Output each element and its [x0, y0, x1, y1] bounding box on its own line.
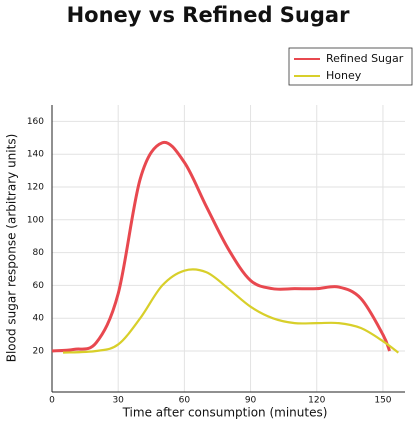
series-line [62, 268, 400, 354]
y-tick-label: 120 [27, 183, 44, 193]
x-tick-label: 0 [49, 396, 55, 406]
x-axis-label: Time after consumption (minutes) [122, 406, 328, 420]
y-tick-label: 40 [33, 314, 45, 324]
x-tick-label: 60 [179, 396, 191, 406]
y-tick-label: 20 [33, 347, 45, 357]
y-axis-label: Blood sugar response (arbitrary units) [5, 134, 19, 363]
series-line [51, 140, 391, 353]
x-tick-label: 30 [112, 396, 124, 406]
legend-label: Honey [326, 69, 362, 82]
legend-box [288, 47, 413, 86]
y-tick-label: 80 [33, 248, 45, 258]
y-tick-label: 60 [33, 281, 45, 291]
legend-label: Refined Sugar [326, 52, 404, 65]
x-tick-label: 150 [374, 396, 391, 406]
chart-title: Honey vs Refined Sugar [67, 3, 350, 27]
y-tick-label: 100 [27, 215, 44, 225]
y-tick-label: 160 [27, 117, 44, 127]
y-tick-label: 140 [27, 150, 44, 160]
x-tick-label: 90 [245, 396, 257, 406]
x-tick-label: 120 [308, 396, 325, 406]
